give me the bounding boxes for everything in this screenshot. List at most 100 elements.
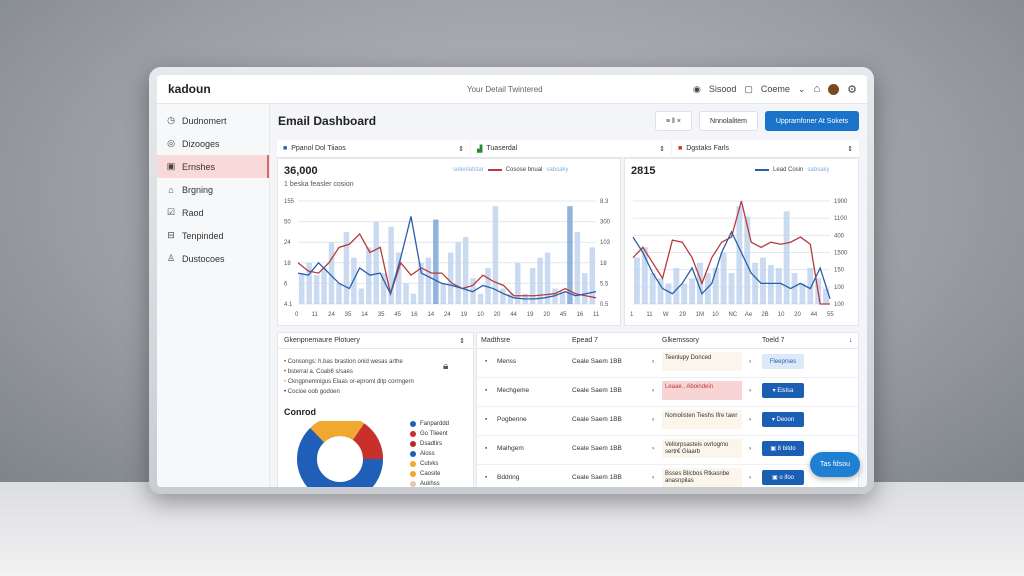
donut-slice-orange (297, 421, 383, 487)
chart1-subtitle: 1 beska feasler cosion (284, 181, 354, 188)
schedule-button[interactable]: Nnnolalitem (699, 111, 758, 131)
x-tick-label: 10 (778, 312, 785, 318)
chart2-legend: Lead Cosin sabsaky (755, 167, 829, 173)
x-tick-label: 10 (712, 312, 719, 318)
column-header[interactable]: Glkemssory (662, 337, 699, 344)
donut-legend-item[interactable]: Fanparddd (410, 419, 449, 429)
bar (720, 252, 727, 304)
sort-icon[interactable]: ⇕ (659, 145, 665, 153)
summary-bullet: • Cocioe oob godoen (284, 389, 340, 395)
users-icon: ♙ (166, 253, 176, 263)
x-tick-label: 45 (560, 312, 567, 318)
donut-title: Conrod (284, 407, 316, 417)
filter-button[interactable]: ≡ ǁ × (655, 111, 692, 131)
checkbox-icon: ☑ (166, 207, 176, 217)
email-table: Madthsre Epead 7 Glkemssory Toeld 7 ↓ ▪ … (476, 332, 859, 487)
folder-icon[interactable]: ▢ (744, 83, 753, 94)
chevron-right-icon: › (749, 387, 752, 394)
donut-legend-item[interactable]: Aloss (410, 449, 449, 459)
sidebar-item-2[interactable]: ▣ Ernshes (157, 155, 269, 178)
y-tick-label-right: 8.3 (600, 199, 609, 205)
legend-item[interactable]: selenlatstar (453, 167, 484, 173)
alert-icon: ■ (678, 145, 683, 152)
bar (767, 264, 774, 304)
account-dropdown[interactable]: Coeme (760, 84, 790, 94)
row-action-button[interactable]: ▣ o ifoo (762, 470, 804, 485)
table-row[interactable]: ▪ Malhgem Ceale Saem 1BB › Vellorpsastei… (477, 436, 858, 465)
legend-item[interactable]: sabsaky (546, 167, 569, 173)
bar (657, 278, 664, 304)
x-tick-label: 11 (646, 312, 653, 318)
settings-icon[interactable]: ⚙ (847, 83, 857, 96)
category-badge: Bsses Blicbos Rtkasnbe anasnpilas (662, 468, 742, 487)
donut-legend-item[interactable]: Aukhss (410, 479, 449, 487)
panel-header-1[interactable]: ■ Ppanol Dol Tiiaos ⇕ (277, 140, 470, 158)
avatar[interactable] (828, 83, 840, 95)
row-action-button[interactable]: ▾ Deoon (762, 412, 804, 427)
chart-icon: ▟ (477, 145, 483, 153)
location-icon[interactable]: ◉ (693, 83, 701, 94)
floating-action-button[interactable]: Tas fdsou (810, 452, 860, 477)
sidebar-item-label: Dizooges (182, 138, 220, 149)
sidebar-item-0[interactable]: ◷ Dudnomert (157, 109, 269, 132)
y-tick-label-right: 100 (834, 285, 845, 291)
bar (807, 267, 814, 304)
table-row[interactable]: ▪ Bddring Ceale Saem 1BB › Bsses Blicbos… (477, 465, 858, 487)
bar (744, 216, 751, 304)
sidebar-item-1[interactable]: ◎ Dizooges (157, 132, 269, 155)
chart-panel-1: 36,000 1 beska feasler cosion selenlatst… (277, 158, 621, 326)
bar (544, 252, 551, 304)
table-row[interactable]: ▪ Menss Ceale Saem 1BB › Teenlupy Donced… (477, 349, 858, 378)
page-title: Email Dashboard (278, 114, 377, 128)
table-row[interactable]: ▪ Pogbenne Ceale Saem 1BB › Nomolisten T… (477, 407, 858, 436)
column-header[interactable]: Epead 7 (572, 337, 599, 344)
donut-legend-item[interactable]: Go Tlieent (410, 429, 449, 439)
sidebar-item-3[interactable]: ⌂ Brgning (157, 178, 269, 201)
column-header[interactable]: Madthsre (481, 337, 511, 344)
location-label[interactable]: Sisood (708, 84, 737, 94)
bar (537, 257, 543, 304)
mail-icon: ▪ (485, 387, 488, 394)
bar (403, 283, 409, 304)
bar (567, 206, 573, 304)
legend-item[interactable]: sabsaky (807, 167, 830, 173)
sort-icon[interactable]: ⇕ (458, 145, 464, 153)
main-content: Email Dashboard ≡ ǁ × Nnnolalitem Uppram… (270, 104, 867, 487)
legend-item[interactable]: Lead Cosin (773, 167, 804, 173)
primary-action-button[interactable]: Uppramfoner At Sokets (765, 111, 859, 131)
row-action-button[interactable]: ▣ 8 bitdo (762, 441, 804, 456)
bar (634, 257, 640, 304)
legend-item[interactable]: Cosose bnual (505, 167, 543, 173)
bar (299, 273, 305, 304)
sort-icon[interactable]: ↓ (849, 337, 853, 344)
x-tick-label: 35 (378, 312, 385, 318)
sidebar-item-4[interactable]: ☑ Raod (157, 201, 269, 224)
lock-icon[interactable]: 🔒︎ (443, 361, 449, 372)
x-tick-label: 16 (576, 312, 583, 318)
sort-icon[interactable]: ⇕ (847, 145, 853, 153)
legend-swatch (755, 169, 769, 171)
summary-bullets: • Consongs: h.bas brastion onid wesas ar… (284, 357, 414, 397)
panel-header-2[interactable]: ▟ Tuaserdal ⇕ (471, 140, 671, 158)
donut-legend-item[interactable]: Cutvks (410, 459, 449, 469)
home-icon[interactable]: ⌂ (813, 83, 821, 95)
summary-bullet: • Ckngpnemnigus Elaas or-eproml ditp cor… (284, 379, 414, 385)
panel-header-3[interactable]: ■ Dgstaks Farls ⇕ (672, 140, 859, 158)
donut-legend-item[interactable]: Caosite (410, 469, 449, 479)
bar (582, 273, 588, 304)
bookmark-icon: ▪ (485, 358, 488, 365)
donut-legend-item[interactable]: Dsadtirs (410, 439, 449, 449)
chevron-down-icon[interactable]: ⌄ (797, 83, 806, 94)
table-row[interactable]: ▪ Mechgeme Ceale Saem 1BB › Leaae.. Aboi… (477, 378, 858, 407)
y-tick-label-left: 24 (284, 240, 291, 246)
blue-series-line (632, 230, 831, 300)
column-header[interactable]: Toeld 7 (762, 337, 785, 344)
sidebar-item-5[interactable]: ⊟ Tenpinded (157, 224, 269, 247)
bar (649, 273, 656, 304)
sidebar-item-6[interactable]: ♙ Dustocoes (157, 247, 269, 270)
bar (665, 283, 672, 304)
row-action-button[interactable]: Fleeprses (762, 354, 804, 369)
sort-icon[interactable]: ⇕ (459, 337, 465, 345)
row-action-button[interactable]: ▾ Eislsa (762, 383, 804, 398)
bar (462, 237, 469, 304)
